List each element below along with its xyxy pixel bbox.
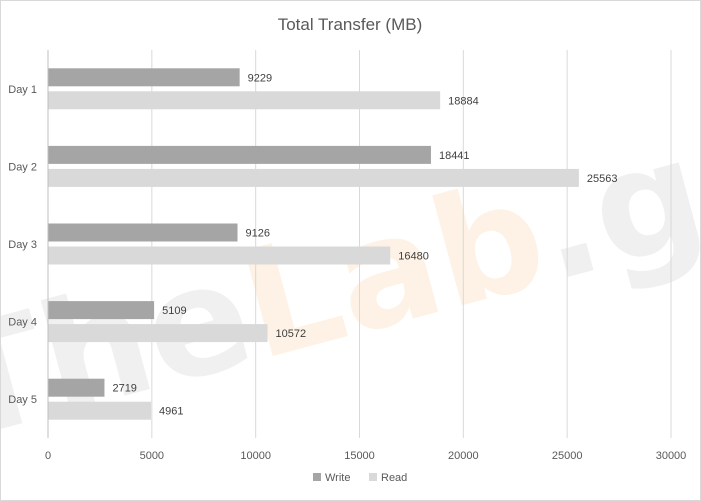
x-tick-label: 30000 <box>656 450 687 462</box>
bar-read <box>48 324 268 343</box>
legend-swatch <box>369 473 377 481</box>
legend-entry: Write <box>325 472 350 484</box>
legend-entry: Read <box>381 472 407 484</box>
x-tick-label: 20000 <box>448 450 479 462</box>
data-label: 18441 <box>439 150 470 162</box>
data-label: 5109 <box>162 305 186 317</box>
bar-read <box>48 168 579 187</box>
data-labels: 9229 18884 18441 25563 9126 16480 5109 10572 271… <box>112 72 617 417</box>
legend-swatch <box>313 473 321 481</box>
category-label: Day 1 <box>8 84 37 96</box>
data-label: 9126 <box>246 228 270 240</box>
bar-write <box>48 378 105 397</box>
bar-write <box>48 223 238 242</box>
data-label: 9229 <box>248 72 272 84</box>
bar-read <box>48 91 441 110</box>
category-label: Day 5 <box>8 394 37 406</box>
data-label: 10572 <box>276 328 307 340</box>
bar-write <box>48 145 431 164</box>
bar-write <box>48 301 155 320</box>
category-label: Day 3 <box>8 239 37 251</box>
x-tick-label: 10000 <box>240 450 271 462</box>
x-tick-label: 25000 <box>552 450 583 462</box>
data-label: 16480 <box>398 251 429 263</box>
bar-write <box>48 68 240 87</box>
legend: Write Read <box>313 472 407 484</box>
category-label: Day 2 <box>8 161 37 173</box>
data-label: 18884 <box>448 95 479 107</box>
data-label: 4961 <box>159 406 183 418</box>
x-tick-label: 0 <box>45 450 51 462</box>
bars <box>48 68 579 420</box>
x-tick-label: 15000 <box>344 450 375 462</box>
x-tick-label: 5000 <box>140 450 164 462</box>
axes: 0 5000 10000 15000 20000 25000 30000 Day 1 Day 2… <box>8 50 686 462</box>
bar-read <box>48 401 152 420</box>
data-label: 25563 <box>587 173 618 185</box>
data-label: 2719 <box>112 383 136 395</box>
bar-read <box>48 246 391 265</box>
category-label: Day 4 <box>8 317 37 329</box>
chart-title: Total Transfer (MB) <box>278 15 423 34</box>
